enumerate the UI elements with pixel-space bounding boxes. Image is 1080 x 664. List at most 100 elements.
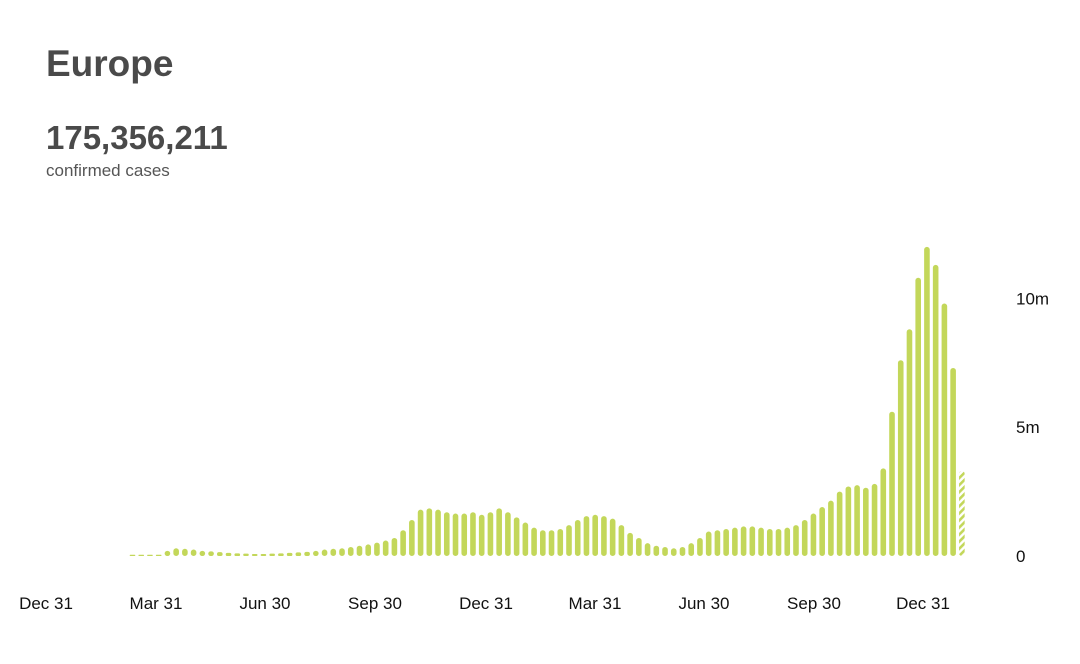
y-tick-label: 0 [1016, 547, 1025, 566]
bar [889, 411, 895, 556]
bar [164, 550, 171, 556]
x-tick-label: Dec 31 [19, 594, 73, 613]
y-tick-label: 5m [1016, 418, 1040, 437]
bar [251, 553, 258, 556]
bar [217, 552, 223, 556]
bar [854, 485, 860, 556]
bar [522, 522, 529, 556]
bar [897, 360, 904, 556]
bar [443, 512, 450, 556]
bar [636, 537, 642, 556]
bar [828, 500, 834, 556]
bar [182, 548, 188, 556]
bar [583, 516, 590, 556]
bar [749, 526, 756, 556]
bar [173, 548, 179, 556]
total-cases-value: 175,356,211 [46, 119, 228, 156]
total-cases-label: confirmed cases [46, 161, 170, 180]
bar [723, 528, 729, 556]
bar [417, 509, 424, 556]
bar [670, 548, 677, 556]
x-tick-label: Dec 31 [896, 594, 950, 613]
bar [775, 528, 782, 556]
bar [321, 549, 328, 556]
bar [313, 550, 319, 556]
x-tick-label: Jun 30 [239, 594, 290, 613]
x-tick-label: Jun 30 [678, 594, 729, 613]
bar [758, 527, 764, 556]
bar [234, 553, 241, 556]
bar [810, 513, 817, 556]
bar [863, 487, 869, 556]
bar [452, 513, 459, 556]
bar [801, 519, 808, 556]
x-tick-label: Dec 31 [459, 594, 513, 613]
bar [147, 554, 153, 556]
bar [365, 544, 372, 556]
bar-partial-week [959, 470, 965, 556]
bar [836, 491, 843, 556]
bar [496, 508, 502, 556]
bar [880, 468, 887, 556]
bar [470, 512, 476, 556]
bar [505, 512, 511, 556]
bar [609, 518, 616, 556]
bar [155, 554, 162, 556]
bar [697, 537, 703, 556]
bar [286, 552, 293, 556]
bar [932, 264, 939, 556]
bar [304, 551, 310, 556]
bar [601, 516, 607, 556]
bar [461, 513, 468, 556]
bar [653, 545, 660, 556]
bar [374, 542, 380, 556]
bar [243, 553, 249, 556]
bar [138, 554, 145, 556]
bar [784, 527, 791, 556]
bar [129, 554, 136, 556]
bar [950, 367, 956, 556]
y-axis: 0 5m 10m [1016, 289, 1049, 566]
bar [295, 552, 302, 556]
bar [190, 549, 197, 556]
bar [566, 525, 572, 556]
bar [662, 546, 668, 556]
bar [819, 507, 825, 556]
bar [356, 545, 363, 556]
bar [339, 548, 345, 556]
bar [915, 277, 921, 556]
x-axis: Dec 31 Mar 31 Jun 30 Sep 30 Dec 31 Mar 31 Jun … [19, 594, 950, 613]
bar [557, 528, 564, 556]
bar [435, 509, 441, 556]
bar [688, 543, 695, 556]
bar [382, 540, 389, 556]
bar [513, 517, 520, 556]
bar [714, 530, 721, 556]
bar [766, 528, 773, 556]
bar [548, 530, 555, 556]
bar [199, 550, 206, 556]
bar [260, 553, 267, 556]
bar [732, 527, 738, 556]
bar [347, 546, 354, 556]
bar [924, 246, 930, 556]
bar [644, 543, 651, 556]
bar [426, 508, 433, 556]
y-tick-label: 10m [1016, 289, 1049, 308]
bar [845, 486, 852, 556]
bar [793, 525, 799, 556]
bars-group [129, 246, 965, 556]
bar [487, 512, 494, 556]
bar [592, 514, 598, 556]
bar [400, 530, 406, 556]
page-title: Europe [46, 43, 174, 84]
bar [409, 519, 415, 556]
x-tick-label: Mar 31 [569, 594, 622, 613]
bar [627, 532, 633, 556]
bar [330, 548, 337, 556]
bar [269, 553, 275, 556]
x-tick-label: Mar 31 [130, 594, 183, 613]
bar [540, 530, 546, 556]
bar [391, 537, 398, 556]
